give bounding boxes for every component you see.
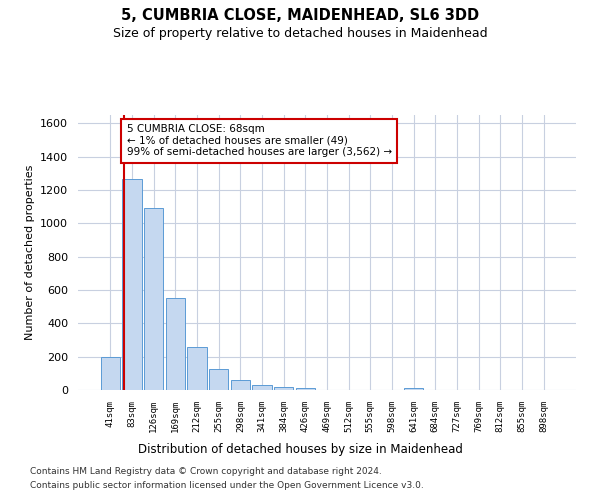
Text: Distribution of detached houses by size in Maidenhead: Distribution of detached houses by size … (137, 442, 463, 456)
Bar (230, 380, 250, 390)
Text: Contains HM Land Registry data © Crown copyright and database right 2024.: Contains HM Land Registry data © Crown c… (30, 468, 382, 476)
Bar (404, 388, 424, 390)
Text: 5, CUMBRIA CLOSE, MAIDENHEAD, SL6 3DD: 5, CUMBRIA CLOSE, MAIDENHEAD, SL6 3DD (121, 8, 479, 22)
Bar (166, 298, 185, 390)
Bar (252, 385, 272, 390)
Text: Size of property relative to detached houses in Maidenhead: Size of property relative to detached ho… (113, 28, 487, 40)
Bar (101, 357, 120, 390)
Bar (274, 386, 293, 390)
Bar (296, 388, 315, 390)
Text: Contains public sector information licensed under the Open Government Licence v3: Contains public sector information licen… (30, 481, 424, 490)
Bar (187, 346, 207, 390)
Text: 5 CUMBRIA CLOSE: 68sqm
← 1% of detached houses are smaller (49)
99% of semi-deta: 5 CUMBRIA CLOSE: 68sqm ← 1% of detached … (127, 124, 392, 158)
Y-axis label: Number of detached properties: Number of detached properties (25, 165, 35, 340)
Bar (122, 179, 142, 390)
Bar (144, 208, 163, 390)
Bar (209, 369, 229, 390)
